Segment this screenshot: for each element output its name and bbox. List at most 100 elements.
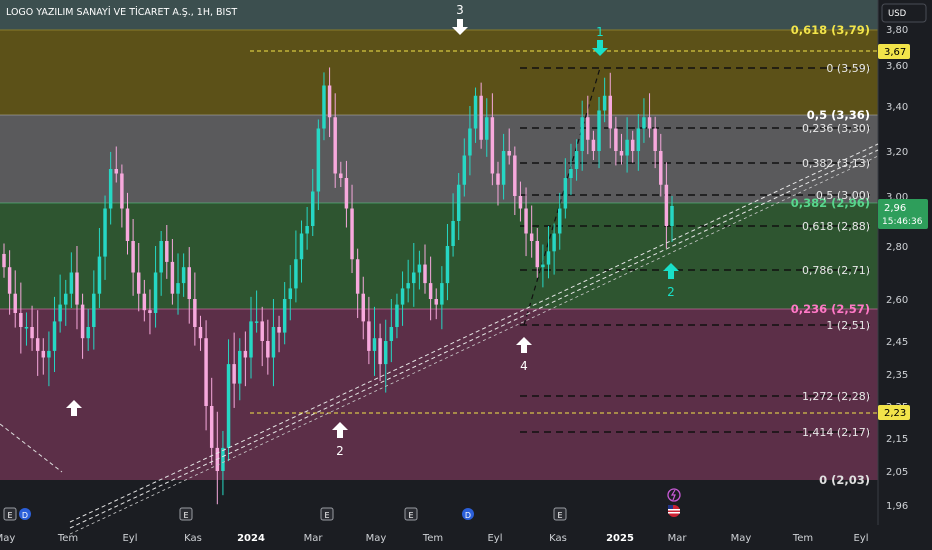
candle-body[interactable] xyxy=(75,272,79,305)
candle-body[interactable] xyxy=(24,327,29,329)
candle-body[interactable] xyxy=(97,256,102,294)
candle-body[interactable] xyxy=(294,259,298,289)
candle-body[interactable] xyxy=(80,304,85,339)
candle-body[interactable] xyxy=(490,117,495,174)
earnings-marker[interactable] xyxy=(320,507,334,521)
price-axis[interactable] xyxy=(878,0,932,550)
candle-body[interactable] xyxy=(586,117,590,140)
candle-body[interactable] xyxy=(518,196,523,209)
candle-body[interactable] xyxy=(238,350,242,384)
candle-body[interactable] xyxy=(659,151,663,185)
candle-body[interactable] xyxy=(153,272,158,314)
candle-body[interactable] xyxy=(642,117,646,129)
candle-body[interactable] xyxy=(142,293,147,311)
candle-body[interactable] xyxy=(367,321,371,351)
candle-body[interactable] xyxy=(108,169,113,209)
candle-body[interactable] xyxy=(406,283,410,289)
candle-body[interactable] xyxy=(327,85,332,118)
candle-body[interactable] xyxy=(103,208,107,257)
candle-body[interactable] xyxy=(647,117,652,129)
candle-body[interactable] xyxy=(597,110,601,152)
candle-body[interactable] xyxy=(574,151,579,169)
candle-body[interactable] xyxy=(496,173,500,185)
candle-body[interactable] xyxy=(412,272,416,284)
candle-body[interactable] xyxy=(159,241,163,273)
candle-body[interactable] xyxy=(176,283,180,294)
flag-icon[interactable] xyxy=(668,505,680,517)
earnings-marker[interactable] xyxy=(3,507,17,521)
candle-body[interactable] xyxy=(13,293,17,313)
candle-body[interactable] xyxy=(625,139,629,156)
candle-body[interactable] xyxy=(271,327,276,358)
candle-body[interactable] xyxy=(30,327,34,339)
candle-body[interactable] xyxy=(35,338,40,351)
candle-body[interactable] xyxy=(136,272,141,294)
candle-body[interactable] xyxy=(535,241,540,268)
candle-body[interactable] xyxy=(7,267,12,294)
candle-body[interactable] xyxy=(378,338,382,365)
candle-body[interactable] xyxy=(529,233,534,242)
candle-body[interactable] xyxy=(125,208,130,242)
candle-body[interactable] xyxy=(541,264,545,268)
candle-body[interactable] xyxy=(209,406,214,448)
candle-body[interactable] xyxy=(479,95,483,140)
candle-body[interactable] xyxy=(2,253,6,268)
candle-body[interactable] xyxy=(383,341,388,365)
candle-body[interactable] xyxy=(226,364,231,448)
candle-body[interactable] xyxy=(243,350,248,358)
candle-body[interactable] xyxy=(41,350,46,358)
candle-body[interactable] xyxy=(165,241,169,262)
candle-body[interactable] xyxy=(232,364,236,384)
candle-body[interactable] xyxy=(266,341,270,358)
candle-body[interactable] xyxy=(417,264,422,273)
candle-body[interactable] xyxy=(434,299,438,305)
candle-body[interactable] xyxy=(187,267,191,299)
candle-body[interactable] xyxy=(630,139,635,151)
candle-body[interactable] xyxy=(120,173,124,209)
candle-body[interactable] xyxy=(249,321,253,358)
dividend-marker[interactable] xyxy=(19,508,31,520)
candle-body[interactable] xyxy=(114,169,119,174)
candle-body[interactable] xyxy=(608,95,612,129)
candle-body[interactable] xyxy=(254,321,259,323)
candle-body[interactable] xyxy=(131,241,135,273)
candle-body[interactable] xyxy=(277,327,281,333)
candle-body[interactable] xyxy=(148,310,152,313)
candle-body[interactable] xyxy=(423,264,427,284)
earnings-marker[interactable] xyxy=(179,507,193,521)
currency-button[interactable] xyxy=(881,3,927,23)
candle-body[interactable] xyxy=(372,338,377,351)
candle-body[interactable] xyxy=(451,221,455,246)
candle-body[interactable] xyxy=(591,139,596,151)
candle-body[interactable] xyxy=(389,327,394,341)
candle-body[interactable] xyxy=(322,85,326,129)
candle-body[interactable] xyxy=(221,447,225,471)
candle-body[interactable] xyxy=(456,184,461,221)
candle-body[interactable] xyxy=(181,267,186,284)
candle-body[interactable] xyxy=(288,288,293,299)
candle-body[interactable] xyxy=(69,272,74,294)
candle-body[interactable] xyxy=(316,128,321,192)
candle-body[interactable] xyxy=(333,117,337,174)
candle-body[interactable] xyxy=(546,251,551,265)
candle-body[interactable] xyxy=(468,128,472,156)
candle-body[interactable] xyxy=(580,117,584,151)
candle-body[interactable] xyxy=(19,313,23,327)
candle-body[interactable] xyxy=(260,321,264,341)
candle-body[interactable] xyxy=(462,155,467,185)
candle-body[interactable] xyxy=(445,246,450,284)
candle-body[interactable] xyxy=(310,191,315,227)
candle-body[interactable] xyxy=(170,261,175,294)
candle-body[interactable] xyxy=(636,128,641,152)
candle-body[interactable] xyxy=(507,151,511,156)
candle-body[interactable] xyxy=(86,327,90,339)
price-badge-367[interactable] xyxy=(878,44,910,59)
candle-body[interactable] xyxy=(614,128,618,152)
candle-body[interactable] xyxy=(485,117,489,140)
candle-body[interactable] xyxy=(524,208,528,234)
candle-body[interactable] xyxy=(501,151,506,185)
candle-body[interactable] xyxy=(473,95,478,129)
candle-body[interactable] xyxy=(58,304,62,322)
candle-body[interactable] xyxy=(557,208,562,234)
candle-body[interactable] xyxy=(552,233,556,252)
